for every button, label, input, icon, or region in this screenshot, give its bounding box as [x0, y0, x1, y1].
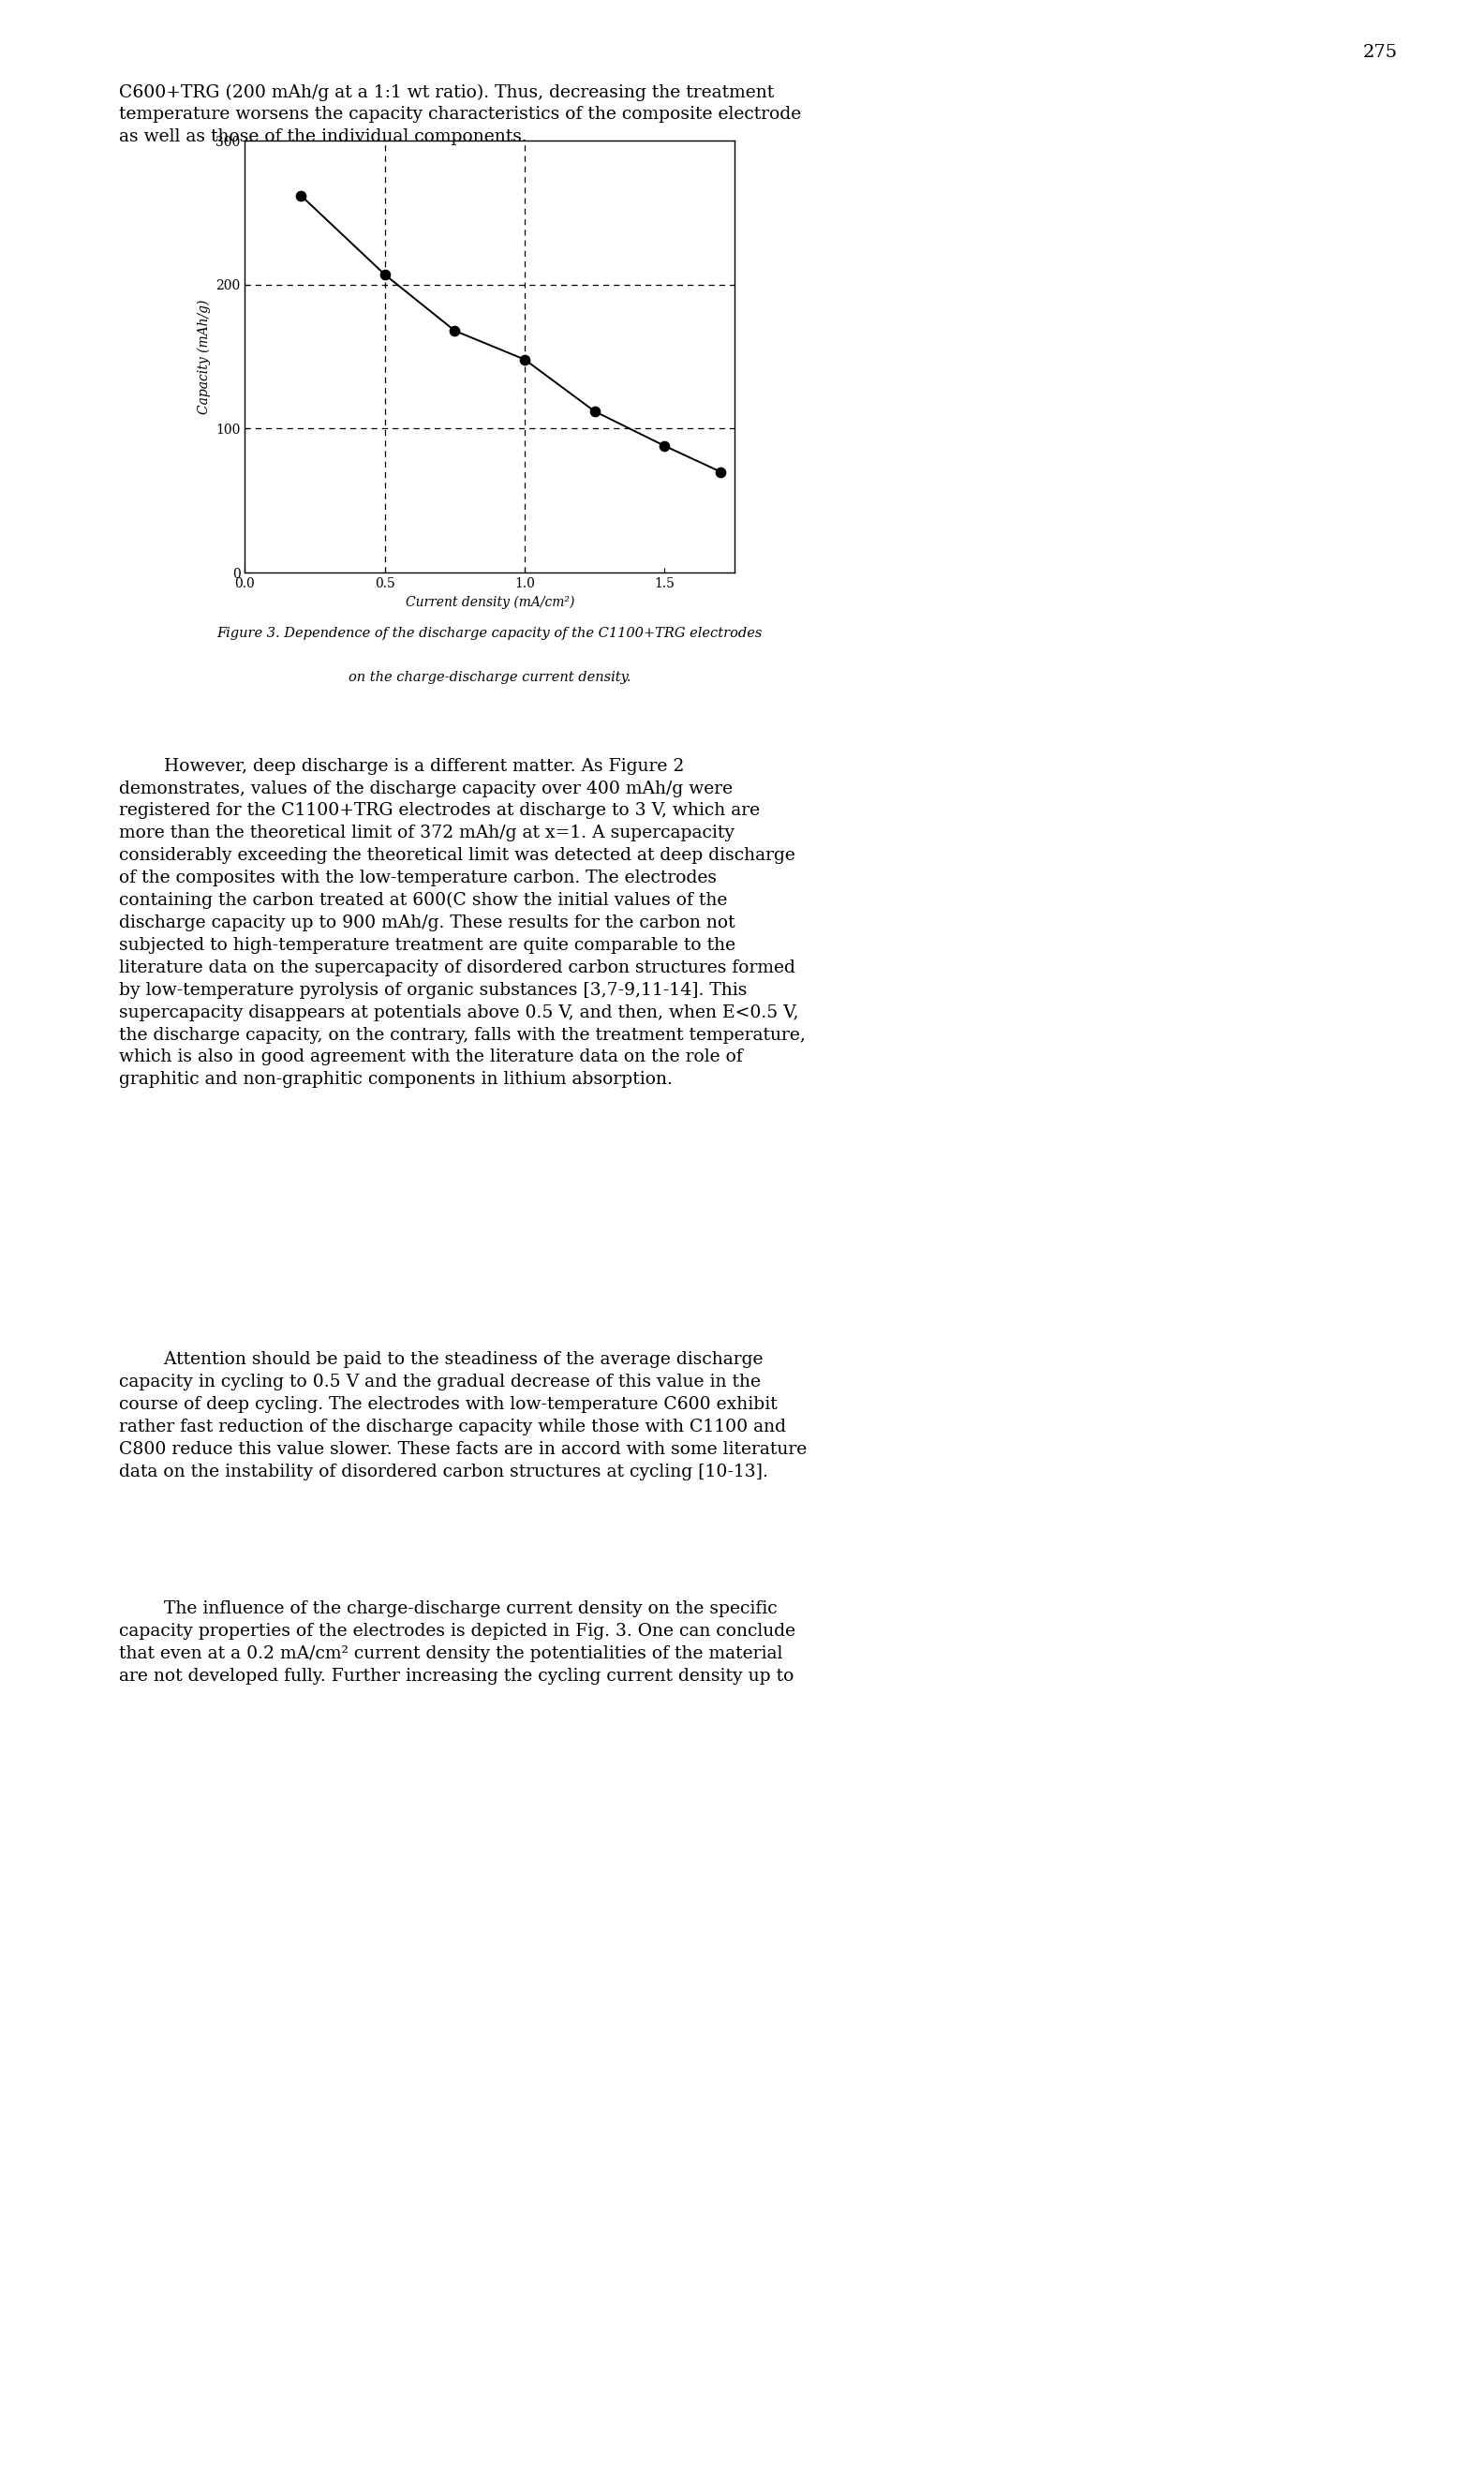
Text: The influence of the charge-discharge current density on the specific
capacity p: The influence of the charge-discharge cu… [119, 1599, 795, 1686]
Point [513, 341, 537, 380]
Text: However, deep discharge is a different matter. As Figure 2
demonstrates, values : However, deep discharge is a different m… [119, 758, 806, 1088]
Point [442, 311, 466, 350]
Text: C600+TRG (200 mAh/g at a 1:1 wt ratio). Thus, decreasing the treatment
temperatu: C600+TRG (200 mAh/g at a 1:1 wt ratio). … [119, 84, 801, 146]
X-axis label: Current density (mA/cm²): Current density (mA/cm²) [405, 595, 574, 610]
Text: 275: 275 [1362, 44, 1398, 62]
Point [372, 254, 396, 294]
Text: Attention should be paid to the steadiness of the average discharge
capacity in : Attention should be paid to the steadine… [119, 1350, 807, 1481]
Y-axis label: Capacity (mAh/g): Capacity (mAh/g) [197, 299, 211, 415]
Point [289, 175, 313, 215]
Text: on the charge-discharge current density.: on the charge-discharge current density. [349, 671, 631, 684]
Point [583, 392, 607, 432]
Point [653, 427, 677, 466]
Point [709, 452, 733, 491]
Text: Figure 3. Dependence of the discharge capacity of the C1100+TRG electrodes: Figure 3. Dependence of the discharge ca… [217, 627, 763, 639]
